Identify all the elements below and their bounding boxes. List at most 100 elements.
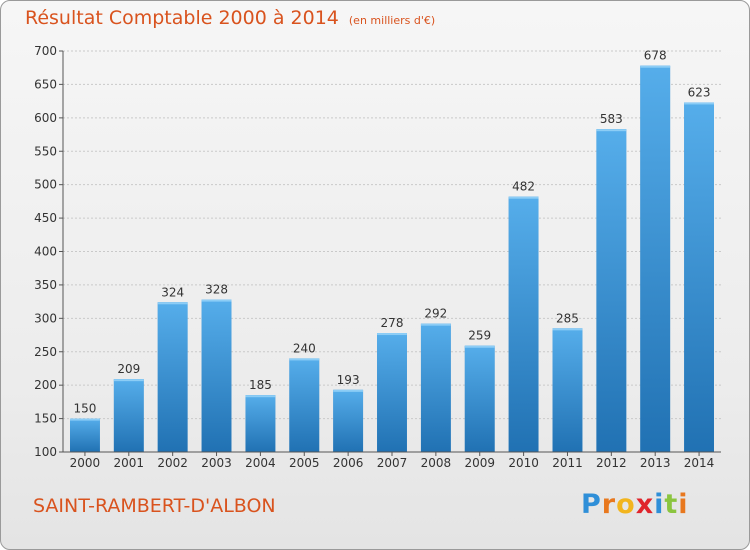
bar-2005 bbox=[289, 358, 320, 452]
bar-highlight bbox=[640, 65, 671, 68]
bar-highlight bbox=[333, 389, 364, 392]
axis-layer: 100 150 200 250 300 350 400 450 500 550 600 650 700 2… bbox=[34, 44, 721, 470]
y-tick-label: 150 bbox=[34, 412, 57, 426]
data-label: 623 bbox=[688, 85, 711, 99]
bar-shade bbox=[596, 129, 627, 452]
y-tick-label: 100 bbox=[34, 445, 57, 459]
y-tick-label: 600 bbox=[34, 111, 57, 125]
y-tick-label: 450 bbox=[34, 211, 57, 225]
bar-shade bbox=[333, 389, 364, 452]
bar-2013 bbox=[640, 65, 671, 452]
chart-title: Résultat Comptable 2000 à 2014 (en millie… bbox=[25, 7, 435, 29]
bar-shade bbox=[289, 358, 320, 452]
bar-shade bbox=[113, 379, 144, 452]
bar-2002 bbox=[157, 302, 188, 452]
y-tick-label: 500 bbox=[34, 178, 57, 192]
x-tick-label: 2005 bbox=[289, 456, 320, 470]
y-tick-label: 400 bbox=[34, 245, 57, 259]
bar-shade bbox=[640, 65, 671, 452]
x-tick-label: 2008 bbox=[421, 456, 452, 470]
logo-letter: o bbox=[616, 489, 636, 520]
x-tick-label: 2001 bbox=[114, 456, 145, 470]
bar-highlight bbox=[508, 196, 539, 199]
data-label: 482 bbox=[512, 180, 535, 194]
data-label: 328 bbox=[205, 283, 228, 297]
x-tick-label: 2003 bbox=[201, 456, 232, 470]
chart-title-text: Résultat Comptable 2000 à 2014 bbox=[25, 7, 339, 29]
x-tick-label: 2010 bbox=[508, 456, 539, 470]
bar-highlight bbox=[377, 333, 407, 336]
data-label: 209 bbox=[117, 362, 140, 376]
bar-shade bbox=[201, 299, 232, 452]
data-label: 583 bbox=[600, 112, 623, 126]
bar-2009 bbox=[464, 345, 495, 452]
logo-letter: P bbox=[581, 489, 602, 520]
bar-shade bbox=[377, 333, 407, 452]
x-tick-label: 2012 bbox=[596, 456, 627, 470]
bar-shade bbox=[245, 395, 276, 452]
logo-letter: i bbox=[678, 489, 689, 520]
x-tick-label: 2006 bbox=[333, 456, 364, 470]
bar-2012 bbox=[596, 129, 627, 452]
x-tick-label: 2009 bbox=[464, 456, 495, 470]
bar-shade bbox=[508, 196, 539, 452]
bar-highlight bbox=[684, 102, 714, 105]
chart-subtitle: (en milliers d'€) bbox=[348, 14, 436, 27]
y-tick-label: 350 bbox=[34, 278, 57, 292]
bar-2007 bbox=[377, 333, 407, 452]
y-tick-label: 700 bbox=[34, 44, 57, 58]
y-tick-label: 650 bbox=[34, 77, 57, 91]
bar-2011 bbox=[552, 328, 583, 452]
data-label: 324 bbox=[161, 285, 184, 299]
bar-2014 bbox=[684, 102, 714, 452]
bar-highlight bbox=[464, 345, 495, 348]
bar-highlight bbox=[596, 129, 627, 132]
bar-2003 bbox=[201, 299, 232, 452]
bar-2006 bbox=[333, 389, 364, 452]
commune-name: SAINT-RAMBERT-D'ALBON bbox=[33, 495, 276, 517]
data-label: 185 bbox=[249, 378, 272, 392]
bar-highlight bbox=[289, 358, 320, 361]
x-tick-label: 2014 bbox=[684, 456, 715, 470]
logo-letter: r bbox=[601, 489, 617, 520]
data-label: 193 bbox=[337, 373, 360, 387]
x-tick-label: 2002 bbox=[157, 456, 188, 470]
bar-shade bbox=[420, 323, 451, 452]
data-label: 678 bbox=[644, 49, 667, 63]
x-tick-label: 2004 bbox=[245, 456, 276, 470]
label-layer: 150 209 324 328 185 240 193 278 292 259 482 285 583 6… bbox=[73, 49, 710, 416]
logo-letter: x bbox=[635, 489, 655, 520]
bar-shade bbox=[684, 102, 714, 452]
data-label: 278 bbox=[381, 316, 404, 330]
bar-shade bbox=[70, 418, 100, 452]
y-tick-label: 550 bbox=[34, 144, 57, 158]
bar-2000 bbox=[70, 418, 100, 452]
bar-highlight bbox=[245, 395, 276, 398]
proxiti-logo: Proxiti bbox=[581, 489, 689, 520]
x-tick-label: 2000 bbox=[70, 456, 101, 470]
x-tick-label: 2007 bbox=[377, 456, 408, 470]
bar-shade bbox=[464, 345, 495, 452]
bar-highlight bbox=[113, 379, 144, 382]
data-label: 285 bbox=[556, 311, 579, 325]
data-label: 240 bbox=[293, 341, 316, 355]
bar-2010 bbox=[508, 196, 539, 452]
data-label: 259 bbox=[468, 329, 491, 343]
y-tick-label: 300 bbox=[34, 311, 57, 325]
bar-shade bbox=[157, 302, 188, 452]
bar-highlight bbox=[201, 299, 232, 302]
bar-2008 bbox=[420, 323, 451, 452]
x-tick-label: 2013 bbox=[640, 456, 671, 470]
bar-highlight bbox=[157, 302, 188, 305]
bar-highlight bbox=[70, 418, 100, 421]
bar-highlight bbox=[420, 323, 451, 326]
bar-2004 bbox=[245, 395, 276, 452]
y-tick-label: 250 bbox=[34, 345, 57, 359]
data-label: 150 bbox=[73, 402, 96, 416]
bar-shade bbox=[552, 328, 583, 452]
bar-2001 bbox=[113, 379, 144, 452]
bar-highlight bbox=[552, 328, 583, 331]
y-tick-label: 200 bbox=[34, 378, 57, 392]
